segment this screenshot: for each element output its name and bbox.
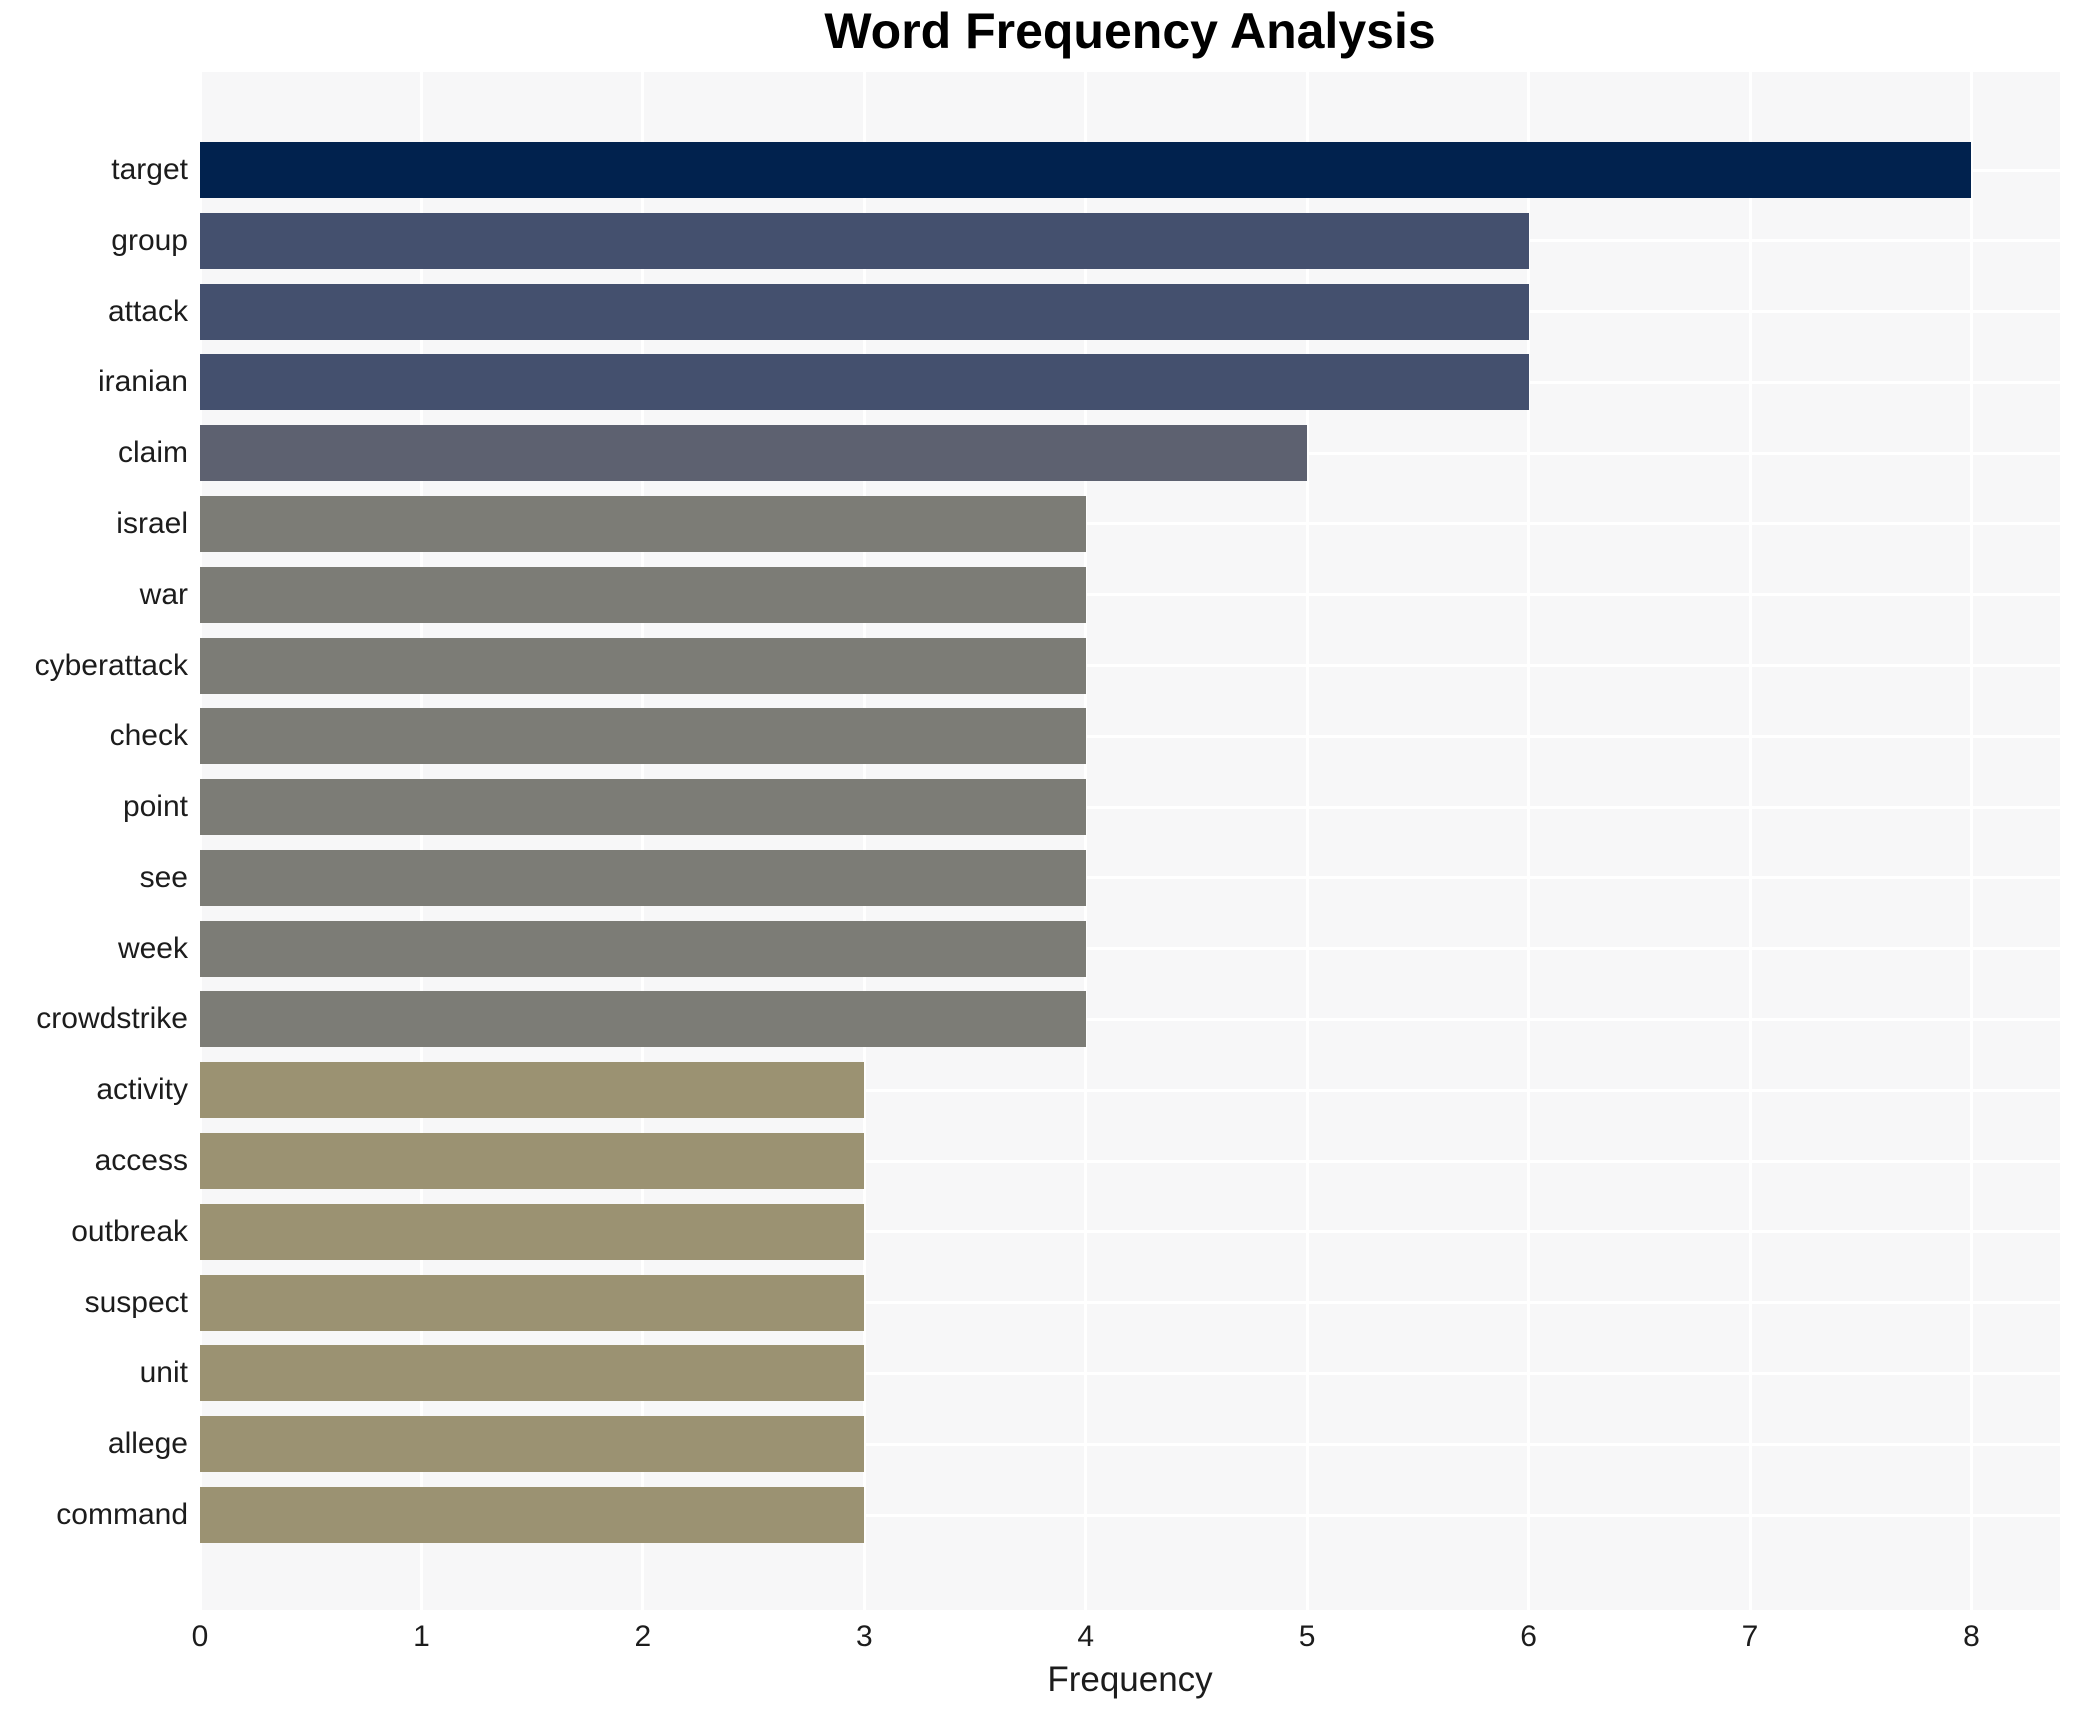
bar-week [200,920,1086,977]
y-label-claim: claim [117,436,188,470]
y-label-war: war [139,577,188,611]
y-gridline-see [200,876,2060,880]
x-gridline-7 [1748,72,1752,1610]
y-label-point: point [122,790,188,824]
y-label-see: see [139,860,188,894]
y-gridline-activity [200,1088,2060,1092]
x-tick-label-1: 1 [413,1620,430,1653]
x-tick-label-8: 8 [1963,1620,1980,1653]
x-gridline-4 [1084,72,1088,1610]
y-label-iranian: iranian [97,365,188,399]
bar-outbreak [200,1203,865,1260]
y-label-access: access [94,1144,188,1178]
y-label-crowdstrike: crowdstrike [36,1002,188,1036]
x-gridline-5 [1305,72,1309,1610]
y-label-cyberattack: cyberattack [34,648,188,682]
y-label-allege: allege [107,1427,188,1461]
x-tick-label-5: 5 [1298,1620,1316,1653]
x-gridline-0 [198,72,202,1610]
plot-area [198,72,2060,1610]
y-label-group: group [111,223,188,257]
y-gridline-outbreak [200,1230,2060,1234]
y-label-command: command [56,1498,188,1531]
x-tick-label-0: 0 [191,1620,209,1653]
bar-see [200,849,1086,906]
y-label-week: week [117,931,188,965]
x-tick-label-4: 4 [1077,1620,1095,1653]
bar-israel [200,495,1086,552]
bar-suspect [200,1274,865,1331]
y-gridline-allege [200,1442,2060,1446]
y-label-check: check [109,719,188,753]
y-gridline-israel [200,522,2060,526]
y-label-unit: unit [139,1356,188,1390]
bar-check [200,708,1086,765]
bar-war [200,566,1086,623]
y-gridline-suspect [200,1301,2060,1305]
x-gridline-6 [1527,72,1531,1610]
bar-access [200,1133,865,1190]
y-gridline-week [200,947,2060,951]
x-tick-label-3: 3 [855,1620,873,1653]
y-gridline-unit [200,1371,2060,1375]
bar-attack [200,283,1529,340]
bar-cyberattack [200,637,1086,694]
bar-allege [200,1416,865,1473]
x-gridline-1 [419,72,423,1610]
x-tick-label-7: 7 [1741,1620,1759,1653]
y-gridline-check [200,734,2060,738]
x-gridline-8 [1969,72,1973,1610]
y-label-outbreak: outbreak [71,1214,188,1248]
bar-iranian [200,354,1529,411]
y-label-target: target [111,153,188,186]
bar-unit [200,1345,865,1402]
x-tick-label-2: 2 [634,1620,652,1653]
y-gridline-cyberattack [200,664,2060,668]
bar-command [200,1487,865,1543]
y-gridline-crowdstrike [200,1017,2060,1021]
x-axis-label: Frequency [1047,1660,1213,1699]
bar-group [200,212,1529,269]
y-label-activity: activity [96,1073,188,1107]
y-gridline-war [200,593,2060,597]
x-gridline-3 [862,72,866,1610]
bar-crowdstrike [200,991,1086,1048]
bar-claim [200,425,1308,482]
x-gridline-2 [641,72,645,1610]
y-label-suspect: suspect [84,1285,188,1319]
bar-activity [200,1062,865,1119]
bar-point [200,779,1086,836]
y-gridline-access [200,1159,2060,1163]
y-label-israel: israel [116,506,188,540]
bar-target [200,142,1972,198]
y-gridline-point [200,805,2060,809]
chart-title: Word Frequency Analysis [824,3,1436,59]
y-gridline-command [200,1513,2060,1517]
x-tick-label-6: 6 [1520,1620,1537,1653]
y-label-attack: attack [107,294,188,328]
